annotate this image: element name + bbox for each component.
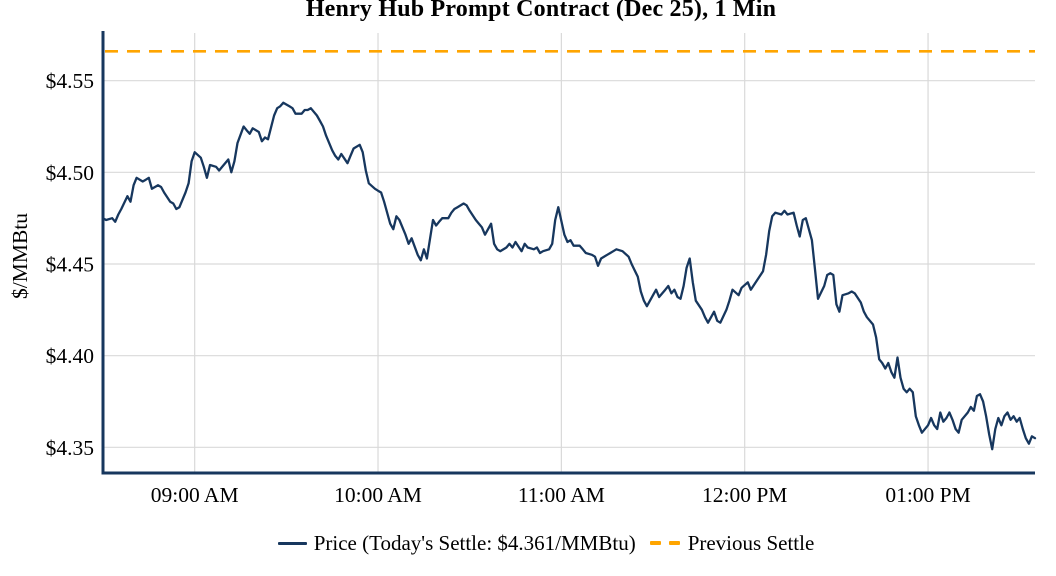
x-tick-label: 12:00 PM — [702, 483, 787, 507]
y-tick-label: $4.40 — [46, 344, 94, 368]
x-tick-label: 09:00 AM — [151, 483, 239, 507]
price-legend-label: Price (Today's Settle: $4.361/MMBtu) — [313, 530, 636, 555]
y-tick-label: $4.50 — [46, 161, 94, 185]
price-line-swatch — [277, 541, 307, 545]
x-tick-label: 01:00 PM — [885, 483, 970, 507]
chart-title: Henry Hub Prompt Contract (Dec 25), 1 Mi… — [305, 0, 777, 22]
y-tick-label: $4.55 — [46, 69, 94, 93]
previous-settle-dash-swatch — [649, 541, 680, 545]
x-tick-label: 11:00 AM — [518, 483, 605, 507]
dash-segment — [668, 541, 680, 545]
x-tick-label: 10:00 AM — [334, 483, 422, 507]
legend: Price (Today's Settle: $4.361/MMBtu) Pre… — [0, 527, 1056, 559]
previous-settle-legend-label: Previous Settle — [687, 530, 815, 555]
y-tick-label: $4.45 — [46, 253, 94, 277]
dash-segment — [649, 541, 661, 545]
price-line — [101, 101, 1037, 451]
y-tick-label: $4.35 — [46, 436, 94, 460]
